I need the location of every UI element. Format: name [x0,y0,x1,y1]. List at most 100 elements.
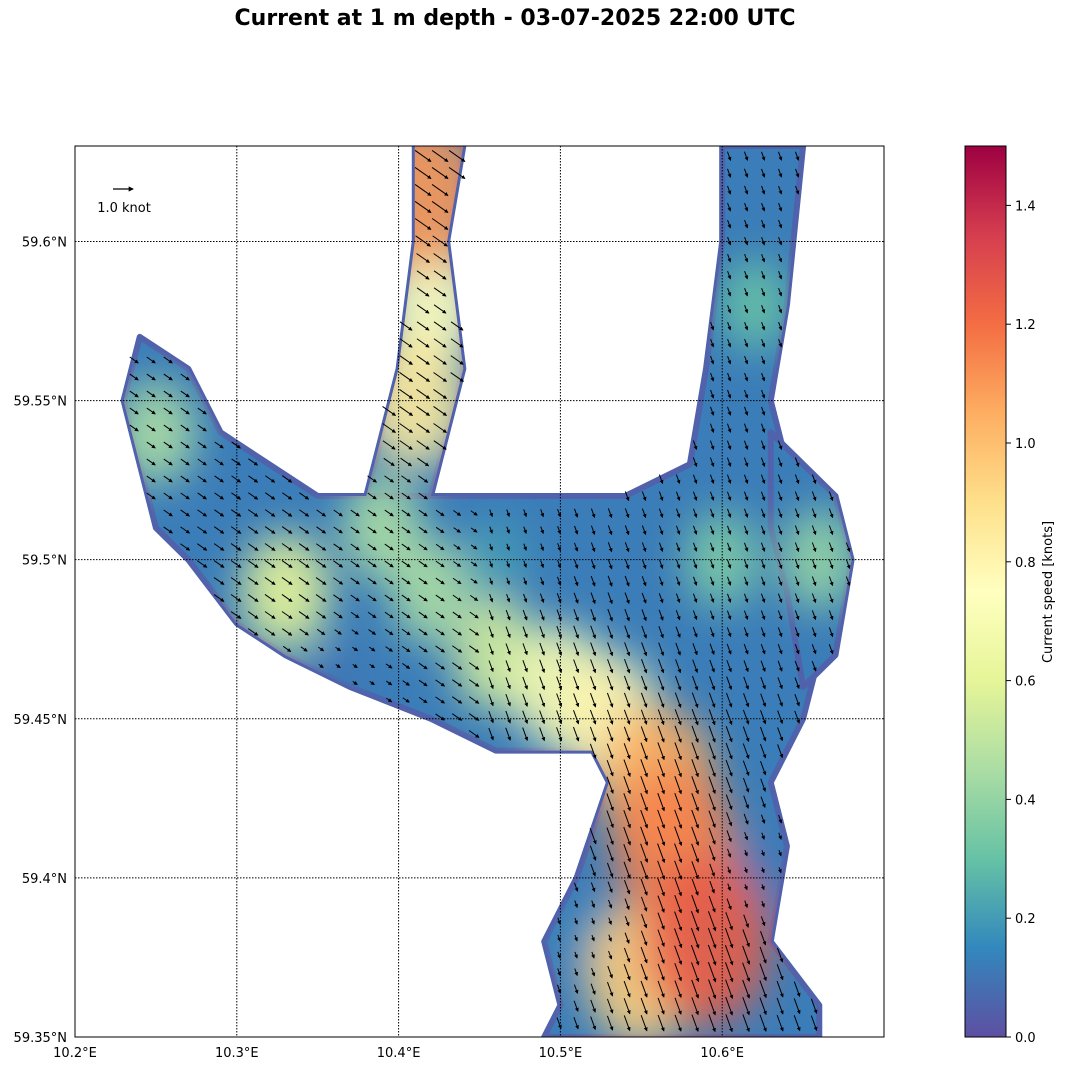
current-arrow [760,576,766,586]
current-arrow [691,742,699,761]
current-arrow [416,321,430,331]
current-arrow [657,826,666,847]
current-arrow [607,608,613,622]
current-arrow [418,662,428,670]
current-arrow [281,509,293,517]
current-arrow [573,642,580,657]
current-arrow [657,929,665,947]
current-arrow [416,389,431,399]
current-arrow [418,645,428,653]
current-arrow [400,457,413,467]
current-arrow [163,407,173,415]
current-arrow [452,696,463,704]
current-arrow [742,726,750,743]
current-arrow [298,577,310,585]
current-arrow [794,491,800,502]
current-arrow [352,663,358,669]
current-arrow [197,441,207,449]
current-arrow [640,878,648,896]
current-arrow [418,628,428,636]
current-arrow [505,660,511,673]
current-arrow [742,945,751,965]
current-arrow [710,355,715,365]
current-arrow [692,491,698,501]
current-arrow [468,645,480,653]
current-arrow [710,321,715,331]
current-arrow [414,184,432,196]
current-arrow [760,627,766,638]
current-arrow [197,458,207,466]
current-arrow [793,981,801,998]
current-arrow [657,895,665,913]
current-arrow [230,560,242,568]
current-arrow [657,809,666,829]
current-arrow [727,525,732,535]
current-arrow [674,675,682,691]
current-arrow [727,287,732,297]
current-arrow [708,979,717,1000]
current-arrow [640,692,648,708]
current-arrow [759,1014,767,1032]
current-arrow [675,593,681,604]
current-arrow [794,559,800,570]
current-arrow [523,509,528,518]
current-arrow [709,440,715,451]
current-arrow [708,759,716,778]
current-arrow [657,963,665,981]
current-arrow [506,577,510,585]
current-arrow [606,709,614,725]
current-arrow [640,963,648,981]
current-arrow [590,575,596,587]
current-arrow [431,201,449,213]
current-arrow [180,526,191,534]
current-arrow [418,560,428,568]
current-arrow [146,424,156,432]
current-arrow [589,692,597,708]
current-arrow [692,643,698,656]
current-arrow [761,900,765,908]
current-arrow [709,593,715,603]
current-arrow [316,611,327,619]
current-arrow [657,793,665,812]
current-arrow [367,611,377,619]
current-arrow [691,809,700,829]
current-arrow [657,725,665,743]
current-arrow [760,508,766,518]
current-arrow [384,526,394,534]
current-arrow [522,727,529,742]
current-arrow [452,611,462,619]
current-arrow [744,389,749,399]
current-arrow [777,744,784,759]
current-arrow [298,594,310,602]
current-arrow [760,916,766,927]
current-arrow [693,559,698,569]
current-arrow [163,390,173,398]
current-arrow [708,709,716,726]
current-arrow [416,440,430,450]
current-arrow [418,509,428,517]
current-arrow [744,270,749,280]
current-arrow [623,776,631,795]
current-arrow [794,508,800,519]
current-arrow [590,508,596,519]
current-arrow [298,611,310,619]
current-arrow [743,423,749,433]
current-arrow [708,827,716,845]
current-arrow [726,151,732,161]
current-arrow [845,576,851,587]
current-arrow [810,998,818,1014]
current-arrow [724,928,734,949]
current-arrow [433,253,447,263]
current-arrow [760,423,766,433]
current-arrow [433,287,447,297]
current-arrow [828,559,834,570]
speed-sample [391,539,471,644]
current-arrow [418,492,428,500]
current-arrow [489,560,493,568]
axes-frame [74,145,885,1038]
current-arrow [692,593,698,603]
current-arrow [146,390,156,398]
current-arrow [300,646,308,652]
current-arrow [247,594,259,602]
current-arrow [778,338,783,348]
